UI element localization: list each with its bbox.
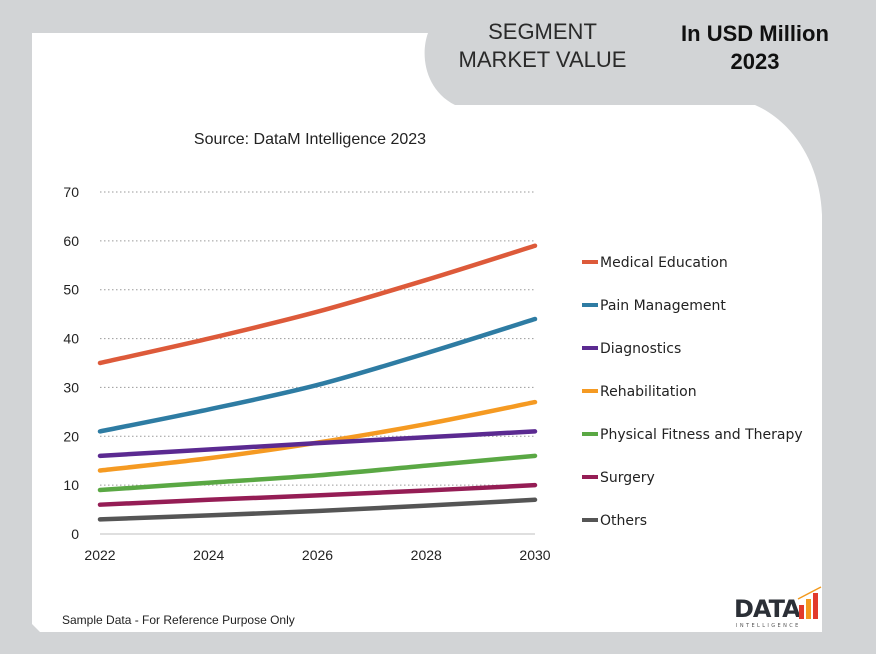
logo-word: DATA [734, 595, 801, 623]
legend-label-others: Others [600, 513, 647, 529]
y-tick-label: 10 [63, 477, 79, 493]
logo-tagline: INTELLIGENCE [736, 623, 801, 629]
series-line-physical-fitness-and-therapy [97, 453, 538, 493]
sample-data-note: Sample Data - For Reference Purpose Only [62, 613, 295, 627]
legend-label-physical-fitness-and-therapy: Physical Fitness and Therapy [600, 427, 803, 443]
legend-label-pain-management: Pain Management [600, 298, 726, 314]
series-line-pain-management [97, 316, 538, 434]
legend-label-surgery: Surgery [600, 470, 655, 486]
unit-label-line1: In USD Million [681, 21, 829, 46]
x-tick-label: 2026 [302, 547, 333, 563]
y-tick-label: 50 [63, 282, 79, 298]
segment-title-line2: MARKET VALUE [458, 47, 627, 72]
datam-logo: DATA INTELLIGENCE [734, 586, 822, 629]
series-line-others [97, 497, 538, 522]
y-tick-label: 40 [63, 331, 79, 347]
unit-label: In USD Million 2023 [660, 20, 850, 76]
legend-label-rehabilitation: Rehabilitation [600, 384, 697, 400]
series-line-diagnostics [97, 429, 538, 459]
chart-source: Source: DataM Intelligence 2023 [193, 131, 427, 148]
y-tick-label: 20 [63, 428, 79, 444]
unit-label-line2: 2023 [730, 49, 780, 74]
legend-label-diagnostics: Diagnostics [600, 341, 681, 357]
y-tick-label: 0 [71, 526, 79, 542]
x-tick-label: 2028 [411, 547, 442, 563]
series-line-surgery [97, 482, 538, 507]
y-tick-label: 60 [63, 233, 79, 249]
segment-title-line1: SEGMENT [488, 19, 597, 44]
x-tick-label: 2022 [84, 547, 115, 563]
y-tick-label: 70 [63, 184, 79, 200]
x-tick-label: 2024 [193, 547, 224, 563]
series-line-medical-education [97, 243, 538, 366]
segment-market-value-title: SEGMENT MARKET VALUE [440, 18, 645, 74]
y-tick-label: 30 [63, 379, 79, 395]
legend-label-medical-education: Medical Education [600, 255, 728, 271]
x-tick-label: 2030 [519, 547, 550, 563]
